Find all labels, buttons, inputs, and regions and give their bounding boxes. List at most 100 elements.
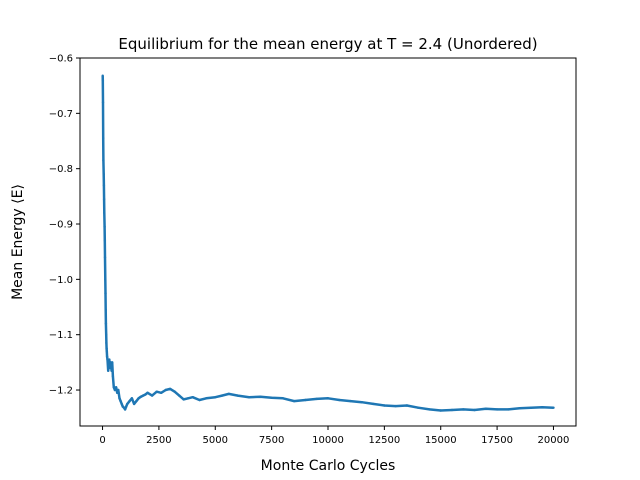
x-tick-label: 0 [99,435,105,446]
data-point [473,408,476,412]
data-point [529,406,533,409]
data-point [107,361,111,364]
data-point [450,408,454,412]
data-point [281,397,285,400]
data-point [315,397,318,401]
data-point [178,394,181,397]
data-point [518,407,521,410]
data-point [113,388,117,392]
data-point [326,397,330,400]
data-point [102,137,105,140]
data-point [105,341,108,345]
x-tick-label: 15000 [425,435,457,446]
data-point [383,404,386,407]
x-axis-label: Monte Carlo Cycles [261,458,396,474]
data-point [103,211,106,215]
data-point [110,369,113,372]
data-point [349,399,352,403]
series-line [101,75,554,412]
data-point [126,402,129,406]
x-tick-label: 20000 [538,435,570,446]
x-tick-label: 7500 [259,435,284,446]
data-point [137,397,140,400]
data-point [102,184,106,187]
y-axis-label: Mean Energy ⟨E⟩ [10,184,26,300]
data-point [214,396,217,399]
data-point [116,391,119,394]
data-point [462,408,465,411]
data-point [130,397,134,400]
data-point [394,404,397,408]
data-point [495,408,499,411]
data-point [107,369,110,372]
data-point [236,394,239,397]
data-point [122,406,126,409]
x-tick-label: 12500 [368,435,400,446]
data-point [106,358,109,361]
data-point [360,401,363,404]
data-point [371,402,375,406]
data-point [417,406,420,409]
data-point [105,350,109,353]
chart-title: Equilibrium for the mean energy at T = 2… [118,35,537,53]
data-point [139,395,143,398]
data-point [103,256,107,259]
data-point [101,78,105,82]
data-point [191,396,194,399]
data-point [439,409,442,412]
data-point [338,398,341,402]
data-point [114,386,118,389]
data-point [187,397,190,400]
y-tick-label: −0.7 [49,109,73,120]
data-point [125,405,128,408]
data-point [160,391,163,394]
data-point [198,398,201,402]
data-point [104,278,107,281]
data-point [507,408,510,411]
data-point [132,402,136,406]
data-point [164,388,167,392]
data-point [144,393,147,396]
data-point [105,355,109,358]
data-point [428,408,431,411]
data-point [102,197,106,201]
data-point [104,322,108,325]
y-tick-label: −1.2 [49,386,73,397]
data-point [293,399,296,403]
data-point [541,406,544,409]
data-point [108,366,112,370]
data-point [128,399,131,403]
data-point [141,394,145,397]
data-point [259,395,262,398]
data-point [247,396,251,399]
data-point [146,391,149,394]
data-point [169,387,172,391]
data-point [150,394,154,397]
data-point [118,397,121,400]
data-point [101,101,105,104]
data-point [105,333,108,336]
y-tick-label: −0.9 [49,220,73,231]
data-point [405,404,409,407]
data-point [111,375,115,378]
data-point [227,392,230,396]
y-tick-label: −1.0 [49,275,73,286]
data-point [105,347,108,350]
data-point [102,173,105,176]
data-point [111,361,114,364]
data-point [103,225,106,228]
plot-frame [79,57,577,427]
data-point [220,394,224,397]
data-point [270,396,273,399]
data-point [104,308,107,311]
data-point [102,159,105,162]
data-point [304,398,307,402]
x-tick-label: 2500 [146,435,171,446]
data-point [552,406,555,409]
x-tick-label: 17500 [481,435,513,446]
data-point [205,397,208,400]
data-point [182,398,185,401]
data-point [484,407,487,410]
x-axis-ticks: 0 2500 5000 7500 10000 12500 15000 17500 20000 [99,426,569,446]
x-tick-label: 10000 [312,435,344,446]
